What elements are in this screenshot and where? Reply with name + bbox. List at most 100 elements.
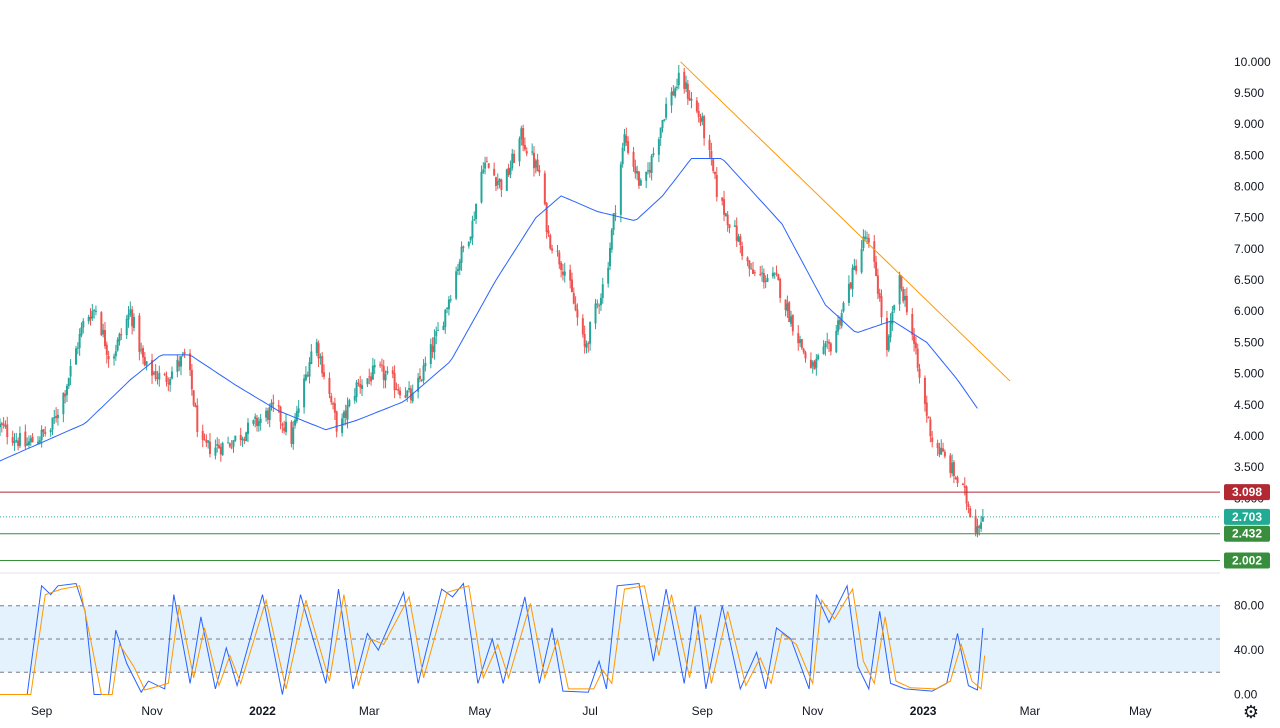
candle-body xyxy=(399,391,401,396)
candle-body xyxy=(535,161,537,168)
candle-body xyxy=(913,335,915,343)
candle-body xyxy=(164,374,166,375)
candle-body xyxy=(245,432,247,441)
candle-body xyxy=(462,246,464,247)
candle-body xyxy=(589,322,591,344)
candle-body xyxy=(931,438,933,442)
candle-body xyxy=(866,238,868,239)
candle-body xyxy=(214,448,216,456)
candle-body xyxy=(698,111,700,117)
candle-body xyxy=(55,416,57,418)
candle-body xyxy=(106,345,108,355)
candle-body xyxy=(167,383,169,384)
candle-body xyxy=(587,343,589,344)
candle-body xyxy=(220,447,222,454)
candle-body xyxy=(919,369,921,378)
candle-body xyxy=(408,388,410,390)
candle-body xyxy=(318,343,320,358)
candle-body xyxy=(207,440,209,442)
candle-body xyxy=(100,312,102,335)
candle-body xyxy=(790,316,792,323)
time-tick-label: Sep xyxy=(31,704,53,718)
candle-body xyxy=(703,116,705,138)
time-tick-label: 2022 xyxy=(249,704,276,718)
candle-body xyxy=(576,310,578,318)
candle-body xyxy=(926,403,928,416)
candle-body xyxy=(661,120,663,128)
candle-body xyxy=(969,508,971,517)
candle-body xyxy=(495,177,497,186)
candle-body xyxy=(634,167,636,173)
candle-body xyxy=(62,393,64,414)
candle-body xyxy=(290,422,292,444)
candle-body xyxy=(602,284,604,298)
candle-body xyxy=(573,293,575,304)
price-tick-label: 8.000 xyxy=(1234,180,1264,194)
candle-body xyxy=(471,221,473,238)
candle-body xyxy=(1,423,3,425)
candle-body xyxy=(156,378,158,379)
candle-body xyxy=(115,351,117,356)
candle-body xyxy=(823,347,825,354)
candle-body xyxy=(750,269,752,270)
candle-body xyxy=(665,104,667,118)
candle-body xyxy=(430,344,432,364)
candle-body xyxy=(448,299,450,309)
candle-body xyxy=(658,139,660,155)
candle-body xyxy=(980,522,982,528)
candle-body xyxy=(508,168,510,175)
candle-body xyxy=(497,181,499,185)
candle-body xyxy=(142,348,144,357)
candle-body xyxy=(432,346,434,352)
candle-body xyxy=(361,385,363,389)
candle-body xyxy=(118,334,120,342)
price-tick-label: 6.000 xyxy=(1234,304,1264,318)
candle-body xyxy=(17,441,19,446)
candle-body xyxy=(853,266,855,270)
gear-icon[interactable]: ⚙ xyxy=(1240,702,1262,724)
candle-body xyxy=(321,356,323,373)
candle-body xyxy=(316,342,318,353)
candle-body xyxy=(944,452,946,457)
candle-body xyxy=(102,330,104,334)
candle-body xyxy=(651,156,653,173)
candle-body xyxy=(533,153,535,168)
candle-body xyxy=(881,296,883,317)
candle-body xyxy=(394,373,396,390)
candle-body xyxy=(595,304,597,324)
candle-body xyxy=(484,163,486,169)
candle-body xyxy=(928,416,930,418)
candle-body xyxy=(625,136,627,143)
candle-body xyxy=(531,151,533,152)
candle-body xyxy=(537,160,539,171)
candle-body xyxy=(890,322,892,337)
candle-body xyxy=(234,436,236,441)
candle-body xyxy=(292,427,294,444)
candle-body xyxy=(354,396,356,401)
candle-body xyxy=(524,145,526,150)
candle-body xyxy=(278,405,280,407)
candle-body xyxy=(765,281,767,282)
candle-body xyxy=(269,407,271,420)
candle-body xyxy=(627,141,629,153)
candle-body xyxy=(774,274,776,275)
candle-body xyxy=(64,394,66,396)
candle-body xyxy=(231,447,233,448)
candle-body xyxy=(475,204,477,219)
candle-body xyxy=(442,326,444,330)
candle-body xyxy=(437,330,439,331)
candle-body xyxy=(500,180,502,190)
candle-body xyxy=(15,440,17,441)
candle-body xyxy=(229,443,231,446)
horizontal-levels xyxy=(0,492,1220,560)
candle-body xyxy=(53,417,55,418)
candle-body xyxy=(4,425,6,426)
candle-body xyxy=(683,72,685,89)
candle-body xyxy=(404,395,406,397)
candle-body xyxy=(247,423,249,434)
candle-body xyxy=(424,363,426,366)
candle-body xyxy=(446,308,448,309)
candle-body xyxy=(433,337,435,352)
candle-body xyxy=(218,445,220,448)
